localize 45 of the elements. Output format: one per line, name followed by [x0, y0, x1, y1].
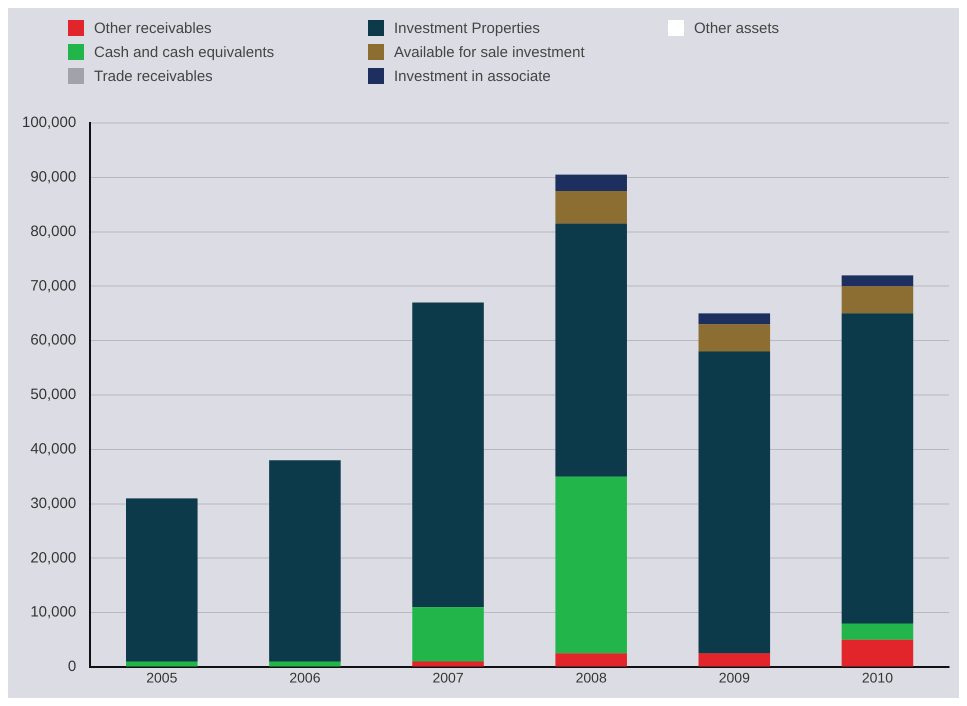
legend-label: Available for sale investment: [394, 44, 585, 60]
bar: [126, 662, 198, 666]
y-tick-label: 80,000: [30, 222, 76, 240]
x-tick-label: 2010: [862, 669, 894, 686]
bar: [842, 640, 914, 666]
bar: [269, 662, 341, 666]
legend-label: Other receivables: [94, 20, 212, 36]
x-tick-label: 2009: [718, 669, 750, 686]
bar: [555, 191, 627, 224]
bar: [698, 313, 770, 324]
bar: [842, 275, 914, 286]
bar: [698, 351, 770, 654]
y-tick-label: 100,000: [22, 114, 76, 132]
bar: [126, 498, 198, 662]
y-tick-label: 70,000: [30, 277, 76, 294]
legend-label: Cash and cash equivalents: [94, 44, 274, 60]
bar: [842, 623, 914, 640]
bar: [842, 313, 914, 624]
bar: [555, 476, 627, 654]
bar: [555, 653, 627, 666]
bar: [555, 174, 627, 191]
bar: [412, 607, 484, 662]
y-tick-label: 40,000: [30, 440, 76, 458]
x-tick-label: 2008: [576, 669, 607, 686]
bar: [698, 653, 770, 666]
bar: [555, 224, 627, 477]
legend-label: Other assets: [694, 20, 780, 36]
y-tick-label: 20,000: [30, 549, 76, 566]
bar: [412, 662, 484, 666]
y-tick-label: 50,000: [30, 386, 76, 404]
x-tick-label: 2006: [289, 669, 321, 686]
y-tick-label: 60,000: [30, 332, 76, 349]
bar: [412, 302, 484, 608]
x-tick-label: 2007: [432, 669, 464, 686]
y-tick-label: 30,000: [30, 494, 76, 512]
x-tick-label: 2005: [146, 669, 178, 686]
y-tick-label: 0: [68, 658, 76, 676]
legend-label: Investment Properties: [394, 20, 540, 36]
bar: [698, 324, 770, 352]
y-tick-label: 10,000: [30, 604, 76, 621]
bar: [842, 286, 914, 314]
legend-label: Investment in associate: [394, 68, 551, 84]
y-tick-label: 90,000: [30, 168, 76, 186]
legend-label: Trade receivables: [94, 68, 213, 84]
bar: [269, 460, 341, 662]
